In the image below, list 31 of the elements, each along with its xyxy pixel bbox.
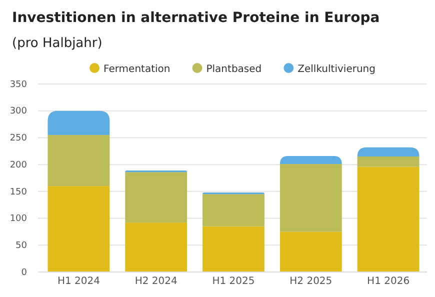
- bar: [357, 156, 420, 167]
- bar: [125, 172, 188, 223]
- y-tick-label: 150: [10, 187, 28, 198]
- bar: [48, 186, 110, 272]
- bar: [48, 135, 110, 186]
- bar: [125, 222, 188, 272]
- x-tick-label: H2 2024: [134, 276, 178, 287]
- bar: [280, 164, 342, 232]
- y-tick-label: 50: [16, 241, 28, 252]
- bar: [202, 226, 264, 272]
- x-tick-label: H1 2025: [212, 276, 255, 287]
- y-tick-label: 300: [10, 106, 28, 117]
- bar: [280, 232, 342, 272]
- y-tick-label: 350: [10, 80, 28, 90]
- legend-label: Plantbased: [206, 64, 262, 75]
- x-tick-label: H2 2025: [290, 276, 332, 287]
- legend-label: Fermentation: [104, 64, 170, 75]
- chart-subtitle: (pro Halbjahr): [12, 36, 102, 51]
- x-tick-label: H1 2024: [57, 276, 100, 287]
- legend-label: Zellkultivierung: [298, 64, 376, 75]
- y-tick-label: 200: [10, 160, 28, 170]
- bar: [357, 147, 420, 157]
- bar: [357, 166, 420, 272]
- bar: [280, 156, 342, 164]
- y-tick-label: 250: [10, 134, 28, 144]
- y-tick-label: 100: [10, 214, 28, 224]
- y-tick-label: 0: [21, 268, 28, 278]
- x-tick-label: H1 2026: [367, 276, 410, 287]
- bar: [48, 110, 110, 136]
- chart-title: Investitionen in alternative Proteine in Europa: [12, 10, 380, 26]
- bar: [202, 194, 264, 226]
